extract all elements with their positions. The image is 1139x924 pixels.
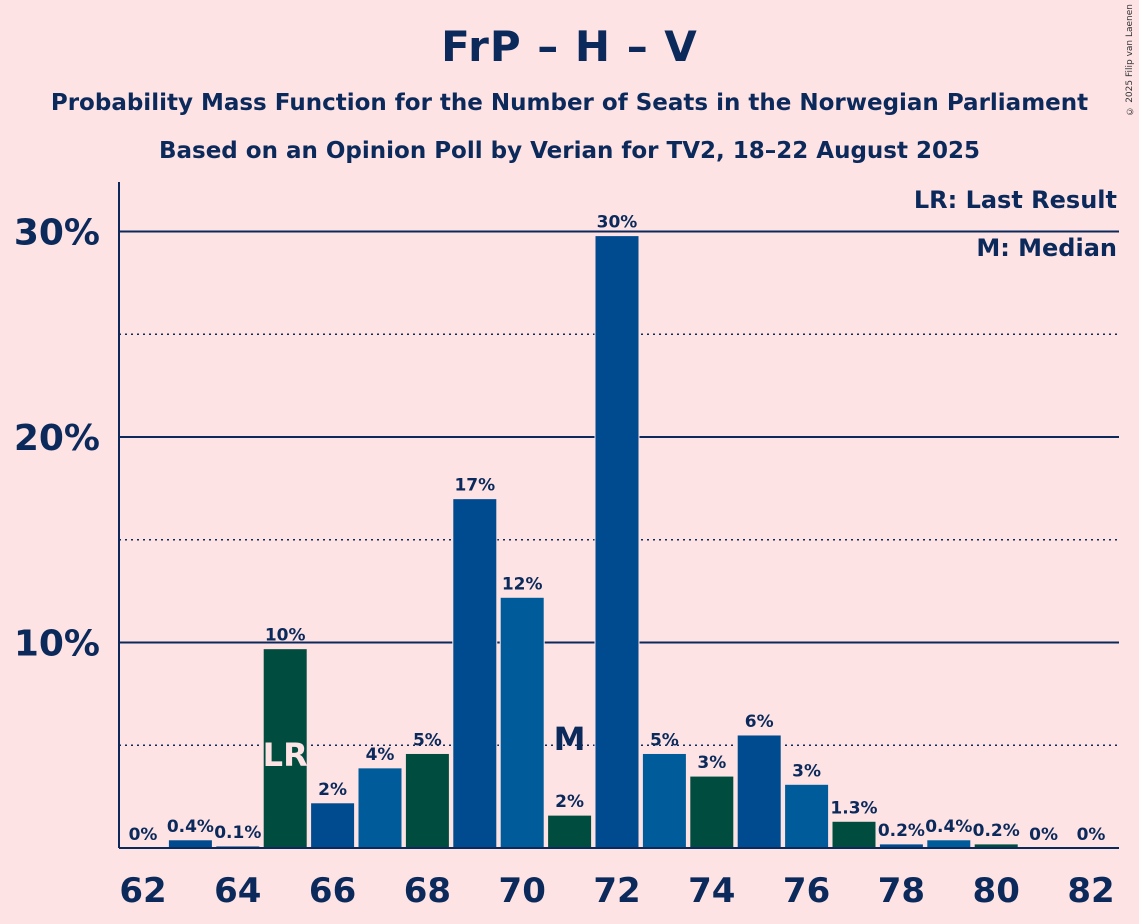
bar-seat-71 [547,814,593,849]
x-tick-label: 72 [593,871,640,911]
bar-value-label: 0% [129,825,158,845]
bar-seat-79 [926,839,972,849]
x-tick-label: 62 [119,871,166,911]
last-result-marker: LR [263,736,308,774]
bar-value-label: 30% [597,213,638,233]
bar-value-label: 0.2% [973,821,1020,841]
y-tick-label: 10% [14,624,100,665]
chart-subtitle-poll: Based on an Opinion Poll by Verian for T… [158,138,981,164]
bar-value-label: 2% [555,792,584,812]
x-tick-label: 76 [783,871,830,911]
bar-seat-63 [167,839,213,849]
bar-value-label: 0.2% [878,821,925,841]
bar-seat-70 [499,596,545,849]
bar-value-label: 3% [792,761,821,781]
bar-seat-69 [452,498,498,849]
bar-value-label: 6% [745,712,774,732]
bar-seat-66 [310,802,356,849]
bar-value-label: 12% [502,574,543,594]
x-tick-label: 78 [878,871,925,911]
bar-seat-76 [784,783,830,849]
bar-value-label: 2% [318,780,347,800]
bar-value-label: 0.1% [214,823,261,843]
bar-seat-74 [689,775,735,849]
y-tick-label: 30% [14,213,100,254]
bar-value-label: 0% [1029,825,1058,845]
bar-value-label: 0.4% [167,817,214,837]
bar-value-label: 4% [366,745,395,765]
bar-seat-75 [736,734,782,849]
bar-value-label: 0% [1077,825,1106,845]
bar-seat-67 [357,767,403,849]
x-tick-label: 68 [404,871,451,911]
median-marker: M [554,720,586,758]
bar-value-label: 17% [454,476,495,496]
bar-value-label: 10% [265,626,306,646]
legend-last-result: LR: Last Result [913,186,1117,214]
x-tick-label: 80 [973,871,1020,911]
bar-seat-68 [404,752,450,849]
bar-seat-65 [262,648,308,849]
legend-median: M: Median [976,234,1117,262]
x-tick-label: 70 [499,871,546,911]
x-tick-label: 66 [309,871,356,911]
bar-seat-77 [831,820,877,849]
bar-seat-72 [594,235,640,849]
bar-value-label: 3% [697,753,726,773]
chart-subtitle: Probability Mass Function for the Number… [50,90,1089,116]
bar-value-label: 1.3% [830,798,877,818]
x-tick-label: 64 [214,871,261,911]
bar-value-label: 0.4% [925,817,972,837]
x-tick-label: 82 [1067,871,1114,911]
bar-value-label: 5% [650,730,679,750]
bar-value-label: 5% [413,730,442,750]
chart-title: FrP – H – V [441,22,698,71]
bar-seat-73 [641,752,687,849]
x-tick-label: 74 [688,871,735,911]
y-tick-label: 20% [14,418,100,459]
